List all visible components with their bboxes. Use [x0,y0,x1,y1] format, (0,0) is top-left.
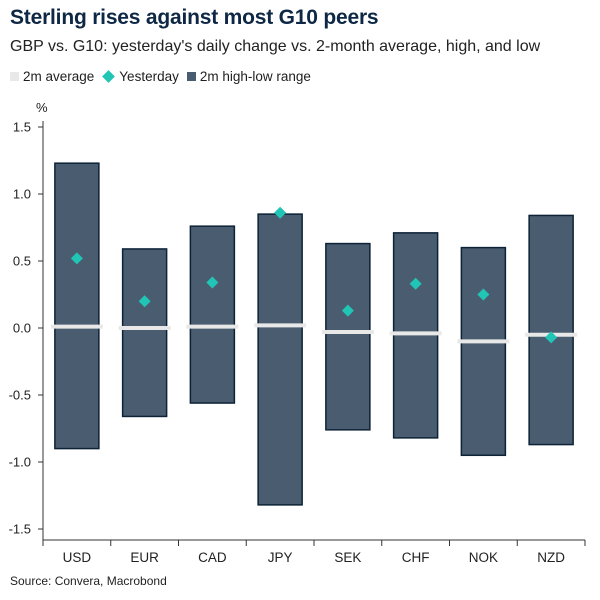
y-axis-unit-label: % [36,100,48,115]
range-bar-nzd [528,214,574,446]
legend-average-swatch [10,72,19,81]
legend-item-average: 2m average [10,69,94,84]
range-bar-cad [189,225,236,404]
yesterday-marker-eur [138,295,151,308]
x-tick-label-jpy: JPY [268,550,293,565]
y-tick-label: -1.5 [9,522,31,537]
range-bar-eur [121,248,168,418]
chart-legend: 2m average Yesterday 2m high-low range [10,69,319,84]
y-tick-label: -0.5 [9,388,31,403]
chart-title: Sterling rises against most G10 peers [10,6,379,29]
x-tick-label-chf: CHF [402,550,430,565]
source-note: Source: Convera, Macrobond [10,574,167,588]
x-tick-label-sek: SEK [334,550,361,565]
yesterday-markers [70,206,558,344]
yesterday-marker-sek [341,304,354,317]
range-bar-jpy [257,213,303,506]
yesterday-marker-cad [206,276,219,289]
y-tick-label: -1.0 [9,455,31,470]
range-bar-chf [392,232,439,439]
x-tick-label-nzd: NZD [537,550,565,565]
yesterday-marker-nok [477,288,490,301]
x-tick-label-eur: EUR [130,550,159,565]
y-tick-label: 0.0 [13,321,31,336]
x-tick-label-nok: NOK [469,550,498,565]
y-axis: 1.5 1.0 0.5 0.0 -0.5 -1.0 -1.5 [9,120,44,540]
yesterday-marker-usd [70,252,83,265]
x-tick-label-cad: CAD [198,550,227,565]
legend-range-swatch [186,72,196,81]
yesterday-marker-nzd [545,331,558,344]
range-bar-nok [460,246,507,457]
legend-range-label: 2m high-low range [199,69,311,84]
y-tick-label: 0.5 [13,254,31,269]
y-tick-label: 1.5 [13,120,31,135]
yesterday-marker-jpy [274,206,287,219]
range-bar-sek [325,242,371,431]
x-tick-label-usd: USD [63,550,92,565]
range-bars [54,162,574,506]
range-bar-usd [54,162,100,450]
legend-average-label: 2m average [23,69,95,84]
legend-item-range: 2m high-low range [186,69,311,84]
chart-subtitle: GBP vs. G10: yesterday's daily change vs… [10,38,541,55]
y-tick-label: 1.0 [13,187,31,202]
legend-yesterday-label: Yesterday [119,69,179,84]
yesterday-marker-chf [409,277,422,290]
x-axis: USD EUR CAD JPY SEK CHF NOK NZD [42,539,586,565]
legend-item-yesterday: Yesterday [102,69,179,84]
